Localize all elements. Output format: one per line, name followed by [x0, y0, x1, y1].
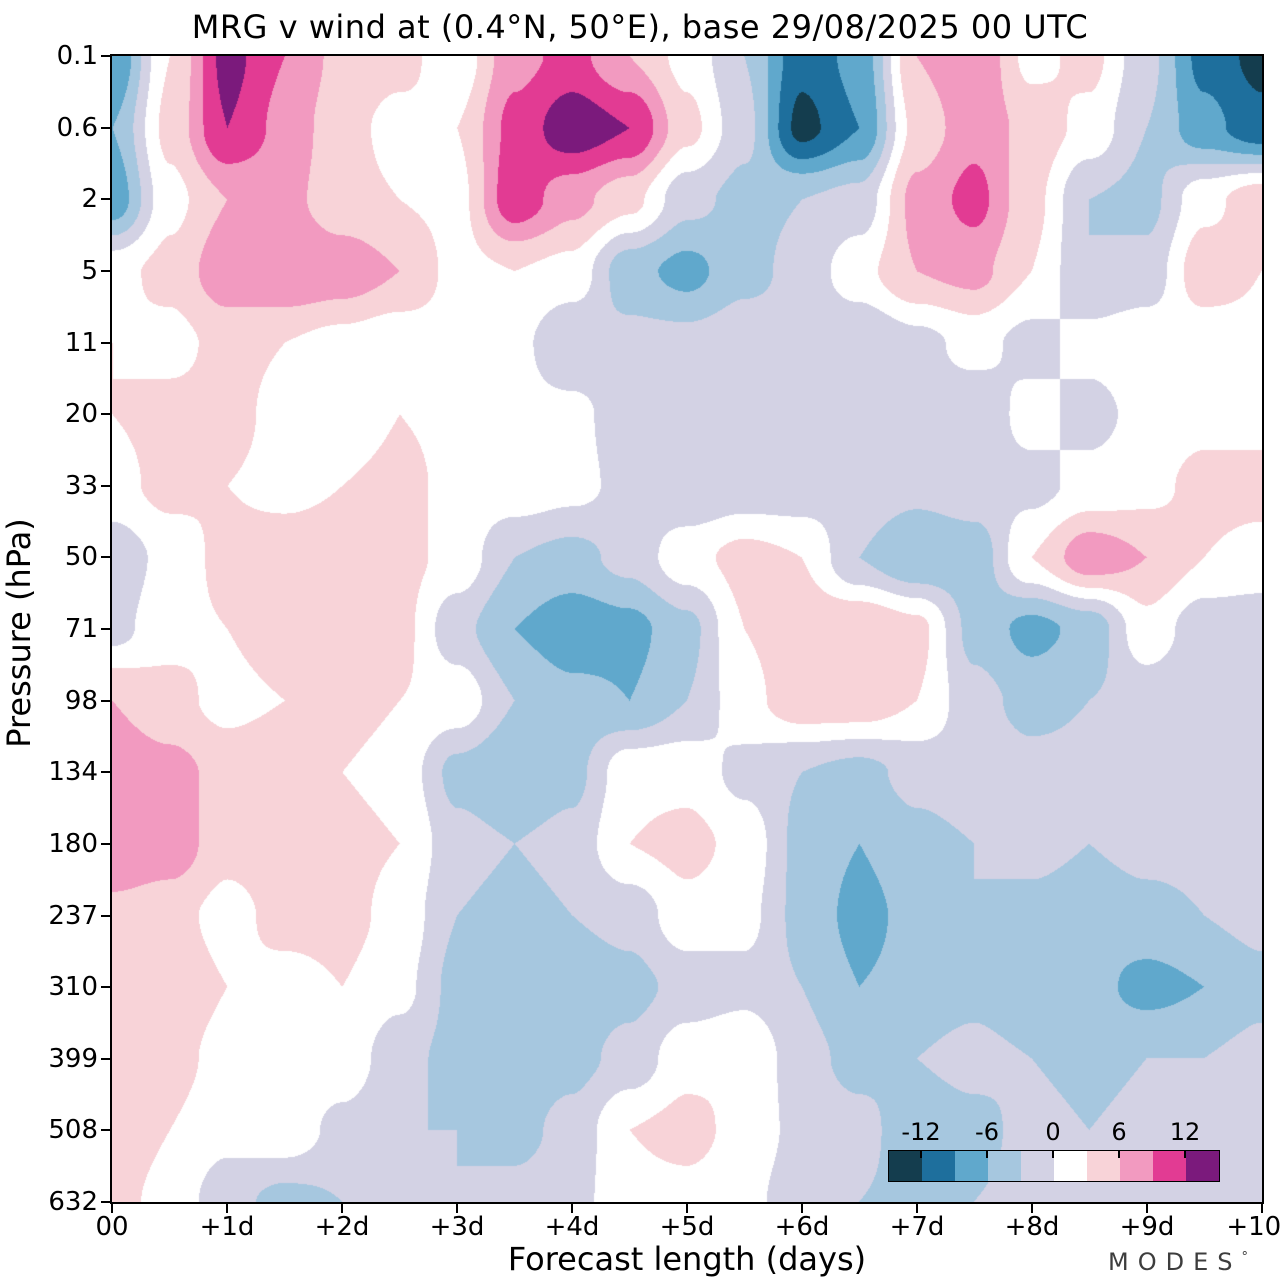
x-tick-mark — [226, 1204, 228, 1213]
x-tick-label: +3d — [429, 1212, 485, 1242]
colorbar-tick-label: 12 — [1169, 1118, 1201, 1146]
x-axis-label: Forecast length (days) — [507, 1240, 867, 1278]
x-tick-label: +7d — [889, 1212, 945, 1242]
x-tick-mark — [1261, 1204, 1263, 1213]
y-tick-label: 0.1 — [56, 41, 98, 71]
chart-title: MRG v wind at (0.4°N, 50°E), base 29/08/… — [191, 8, 1089, 46]
x-tick-mark — [1146, 1204, 1148, 1213]
y-tick-mark — [101, 413, 110, 416]
x-tick-label: +4d — [544, 1212, 600, 1242]
y-tick-label: 508 — [48, 1115, 98, 1146]
y-tick-label: 71 — [64, 614, 98, 644]
colorbar — [888, 1150, 1220, 1182]
y-tick-mark — [101, 771, 110, 774]
y-tick-label: 50 — [64, 542, 98, 573]
y-tick-mark — [101, 699, 110, 702]
x-tick-label: +5d — [659, 1212, 715, 1242]
y-tick-label: 33 — [64, 470, 98, 501]
y-tick-mark — [101, 269, 110, 272]
x-tick-mark — [686, 1204, 688, 1213]
y-tick-label: 2 — [81, 184, 98, 215]
y-tick-mark — [101, 126, 110, 129]
colorbar-cell — [1153, 1151, 1186, 1181]
colorbar-tick-label: -6 — [975, 1118, 999, 1146]
colorbar-cell — [1186, 1151, 1219, 1181]
y-tick-mark — [101, 914, 110, 917]
x-tick-label: +6d — [774, 1212, 830, 1242]
colorbar-cell — [922, 1151, 955, 1181]
x-tick-mark — [341, 1204, 343, 1213]
colorbar-cell — [889, 1151, 922, 1181]
colorbar-cell — [1021, 1151, 1054, 1181]
y-tick-mark — [101, 1201, 110, 1203]
colorbar-tick-label: 6 — [1111, 1118, 1127, 1146]
colorbar-cell — [955, 1151, 988, 1181]
y-tick-label: 5 — [81, 255, 98, 286]
y-tick-label: 20 — [64, 399, 98, 430]
y-tick-mark — [101, 556, 110, 559]
y-tick-label: 0.6 — [56, 112, 98, 143]
y-tick-label: 134 — [48, 757, 98, 788]
y-tick-label: 399 — [48, 1043, 98, 1074]
colorbar-tick-label: 0 — [1045, 1118, 1061, 1146]
colorbar-tick-mark — [1118, 1151, 1120, 1158]
y-tick-mark — [101, 842, 110, 845]
y-tick-mark — [101, 1129, 110, 1132]
colorbar-tick-label: -12 — [901, 1118, 941, 1146]
y-tick-mark — [101, 484, 110, 487]
colorbar-cell — [1120, 1151, 1153, 1181]
modes-logo: MODES° — [1108, 1248, 1248, 1276]
x-tick-label: 00 — [95, 1212, 129, 1242]
y-tick-label: 180 — [48, 828, 98, 859]
x-tick-label: +9d — [1119, 1212, 1175, 1242]
x-tick-label: +8d — [1004, 1212, 1060, 1242]
y-tick-label: 237 — [48, 900, 98, 931]
y-tick-mark — [101, 986, 110, 989]
y-tick-label: 11 — [64, 327, 98, 358]
y-tick-mark — [101, 1057, 110, 1060]
x-tick-label: +2d — [314, 1212, 370, 1242]
contour-field-canvas — [112, 56, 1262, 1202]
x-tick-mark — [111, 1204, 113, 1213]
x-tick-label: +1d — [199, 1212, 255, 1242]
x-tick-mark — [801, 1204, 803, 1213]
colorbar-cell — [1087, 1151, 1120, 1181]
colorbar-tick-mark — [986, 1151, 988, 1158]
y-tick-label: 632 — [48, 1187, 98, 1217]
y-tick-label: 98 — [64, 685, 98, 716]
y-tick-mark — [101, 198, 110, 201]
colorbar-tick-mark — [920, 1151, 922, 1158]
y-tick-mark — [101, 55, 110, 57]
x-tick-label: +10d — [1226, 1212, 1280, 1242]
y-tick-label: 310 — [48, 972, 98, 1003]
x-tick-mark — [1031, 1204, 1033, 1213]
colorbar-tick-mark — [1184, 1151, 1186, 1158]
x-tick-mark — [456, 1204, 458, 1213]
x-tick-mark — [916, 1204, 918, 1213]
modes-logo-mark: ° — [1241, 1250, 1248, 1265]
y-tick-mark — [101, 628, 110, 630]
x-tick-mark — [571, 1204, 573, 1213]
colorbar-tick-mark — [1052, 1151, 1054, 1158]
colorbar-cell — [988, 1151, 1021, 1181]
modes-logo-text: MODES — [1108, 1248, 1242, 1276]
colorbar-cell — [1054, 1151, 1087, 1181]
y-tick-mark — [101, 341, 110, 344]
